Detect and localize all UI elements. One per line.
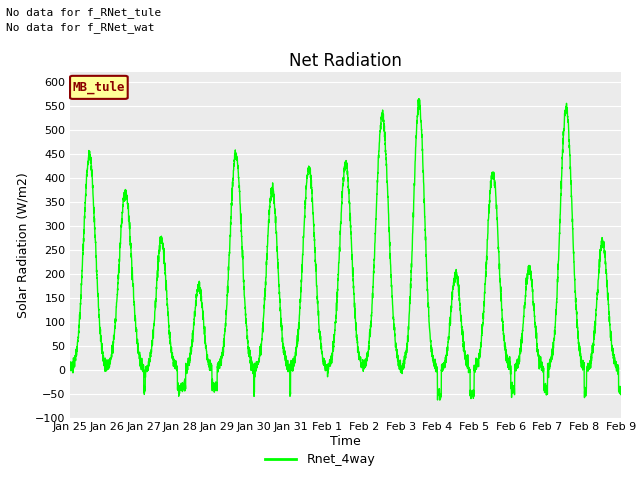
Text: MB_tule: MB_tule (72, 80, 125, 94)
Text: No data for f_RNet_tule: No data for f_RNet_tule (6, 7, 162, 18)
Y-axis label: Solar Radiation (W/m2): Solar Radiation (W/m2) (17, 172, 29, 318)
Title: Net Radiation: Net Radiation (289, 52, 402, 71)
Text: No data for f_RNet_wat: No data for f_RNet_wat (6, 22, 155, 33)
FancyBboxPatch shape (70, 76, 128, 99)
X-axis label: Time: Time (330, 435, 361, 448)
Legend: Rnet_4way: Rnet_4way (260, 448, 380, 471)
